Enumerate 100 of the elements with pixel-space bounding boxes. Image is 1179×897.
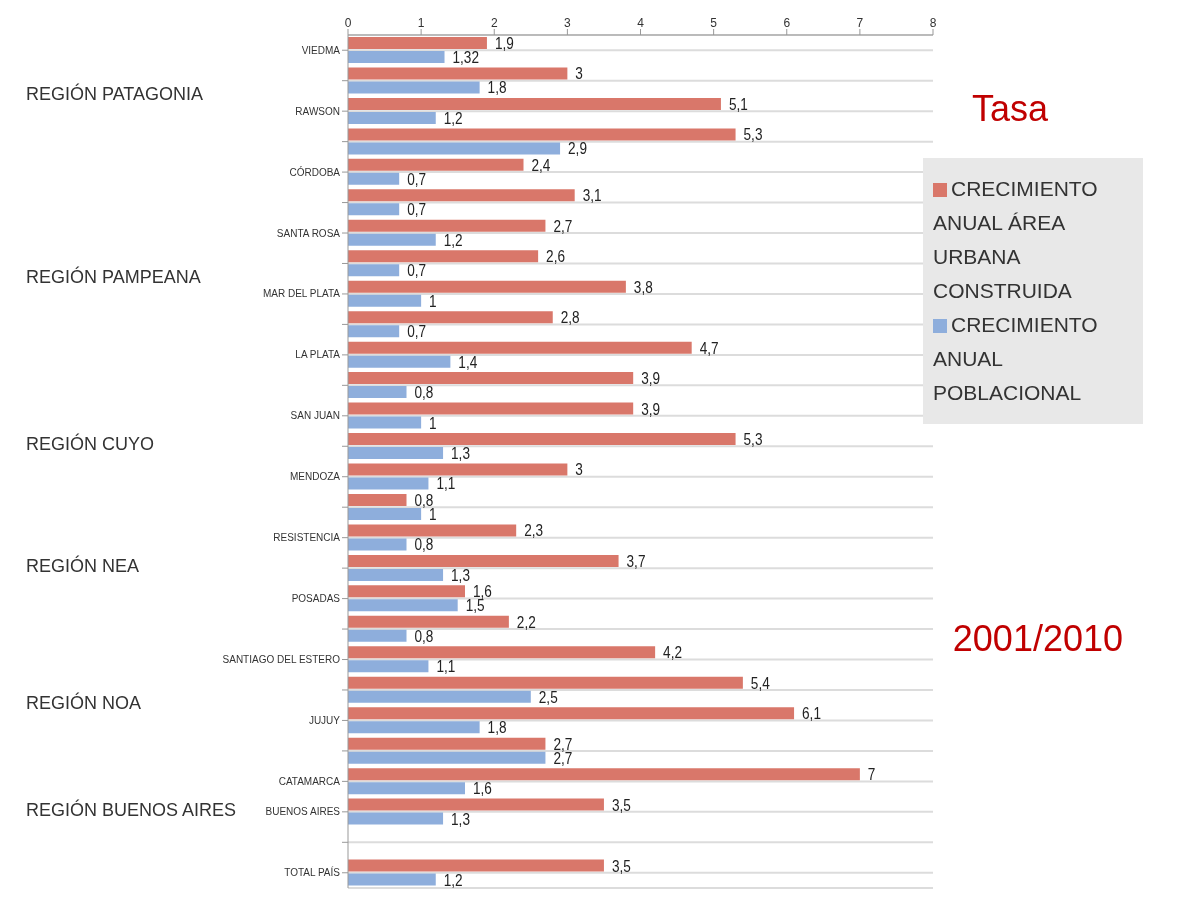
legend-label: CRECIMIENTO ANUAL POBLACIONAL (933, 313, 1098, 404)
data-label: 3 (575, 460, 583, 479)
data-label: 1 (429, 413, 437, 432)
bar (348, 568, 444, 581)
bar (348, 203, 400, 216)
bar (348, 676, 743, 689)
y-tick-label: SANTIAGO DEL ESTERO (222, 654, 341, 666)
bar (348, 355, 451, 368)
y-tick-label: TOTAL PAÍS (284, 866, 341, 879)
data-label: 3,5 (611, 795, 631, 814)
bar (348, 646, 656, 659)
y-tick-label: CATAMARCA (278, 775, 341, 787)
bar (348, 538, 407, 551)
data-label: 1,3 (451, 809, 470, 828)
data-label: 0,7 (407, 199, 427, 219)
x-tick-label: 7 (856, 16, 864, 30)
data-label: 1,1 (436, 656, 456, 676)
data-label: 1,2 (443, 108, 463, 128)
bar (348, 416, 422, 429)
bar (348, 97, 721, 110)
x-tick-label: 6 (783, 16, 791, 30)
bar (348, 341, 692, 354)
bar (348, 264, 400, 277)
bar (348, 172, 400, 185)
data-label: 1,6 (473, 778, 492, 798)
y-tick-label: LA PLATA (295, 349, 341, 361)
legend-title: Tasa (971, 88, 1048, 130)
x-tick-label: 8 (929, 16, 937, 30)
data-label: 1,4 (458, 352, 478, 371)
data-label: 5,3 (743, 124, 763, 144)
data-label: 2,8 (560, 307, 580, 327)
text: REGIÓN CUYO (26, 434, 155, 456)
bar (348, 477, 429, 490)
bar (348, 873, 436, 886)
bar (348, 51, 445, 63)
data-label: 5,3 (743, 429, 763, 449)
data-label: 3,7 (626, 551, 646, 571)
data-label: 1,3 (451, 565, 470, 585)
data-label: 1,3 (451, 443, 470, 463)
data-label: 1,2 (443, 230, 463, 250)
y-tick-label: BUENOS AIRES (265, 806, 341, 818)
data-label: 0,7 (407, 260, 427, 280)
y-tick-label: MENDOZA (290, 471, 341, 483)
text: REGIÓN PAMPEANA (26, 266, 201, 288)
data-label: 0,8 (414, 382, 434, 402)
bar (348, 250, 539, 263)
y-tick-label: SAN JUAN (290, 410, 340, 422)
data-label: 2,2 (516, 612, 536, 632)
data-label: 2,7 (553, 216, 573, 236)
bar (348, 325, 400, 338)
bar (348, 782, 465, 795)
bar (348, 219, 546, 232)
bar (348, 707, 795, 720)
data-label: 2,5 (538, 687, 558, 707)
bar (348, 660, 429, 673)
data-label: 5,1 (728, 94, 748, 114)
bar (348, 189, 575, 202)
text: REGIÓN NOA (26, 693, 142, 715)
bar (348, 721, 480, 734)
data-label: 2,9 (568, 138, 587, 158)
y-tick-label: POSADAS (291, 593, 341, 605)
bar (348, 751, 546, 764)
x-tick-label: 2 (490, 16, 498, 30)
y-tick-label: MAR DEL PLATA (262, 288, 341, 300)
data-label: 0,8 (414, 626, 434, 646)
data-label: 3,5 (611, 856, 631, 875)
data-label: 4,7 (699, 338, 719, 357)
text: REGIÓN BUENOS AIRES (26, 799, 237, 821)
bar (348, 142, 561, 155)
data-label: 4,2 (663, 642, 683, 662)
bar (348, 447, 444, 460)
y-tick-label: SANTA ROSA (276, 227, 341, 239)
bar (348, 737, 546, 750)
bar (348, 507, 422, 520)
bar (348, 386, 407, 399)
bar (348, 67, 568, 80)
data-label: 1,32 (452, 47, 479, 67)
data-label: 7 (867, 764, 876, 784)
data-label: 0,7 (407, 321, 427, 341)
data-label: 1,2 (443, 870, 463, 889)
x-tick-label: 5 (710, 16, 718, 30)
bar (348, 311, 553, 324)
bar (348, 128, 736, 141)
data-label: 3,9 (641, 368, 661, 388)
x-tick-label: 3 (564, 16, 572, 30)
data-label: 3,1 (582, 185, 602, 205)
y-tick-label: CÓRDOBA (289, 165, 341, 178)
bar (348, 37, 487, 49)
data-label: 1,9 (494, 33, 514, 53)
bar (348, 81, 480, 94)
y-tick-label: JUJUY (308, 715, 341, 726)
data-label: 5,4 (750, 673, 771, 693)
bar (348, 585, 465, 598)
legend-label: CRECIMIENTO ANUAL ÁREA URBANA CONSTRUIDA (933, 177, 1098, 302)
y-tick-label: RESISTENCIA (273, 532, 341, 544)
bar (348, 111, 436, 124)
text: 2001/2010 (952, 618, 1123, 660)
bar (348, 294, 422, 307)
data-label: 1,8 (487, 717, 507, 737)
bar (348, 493, 407, 506)
